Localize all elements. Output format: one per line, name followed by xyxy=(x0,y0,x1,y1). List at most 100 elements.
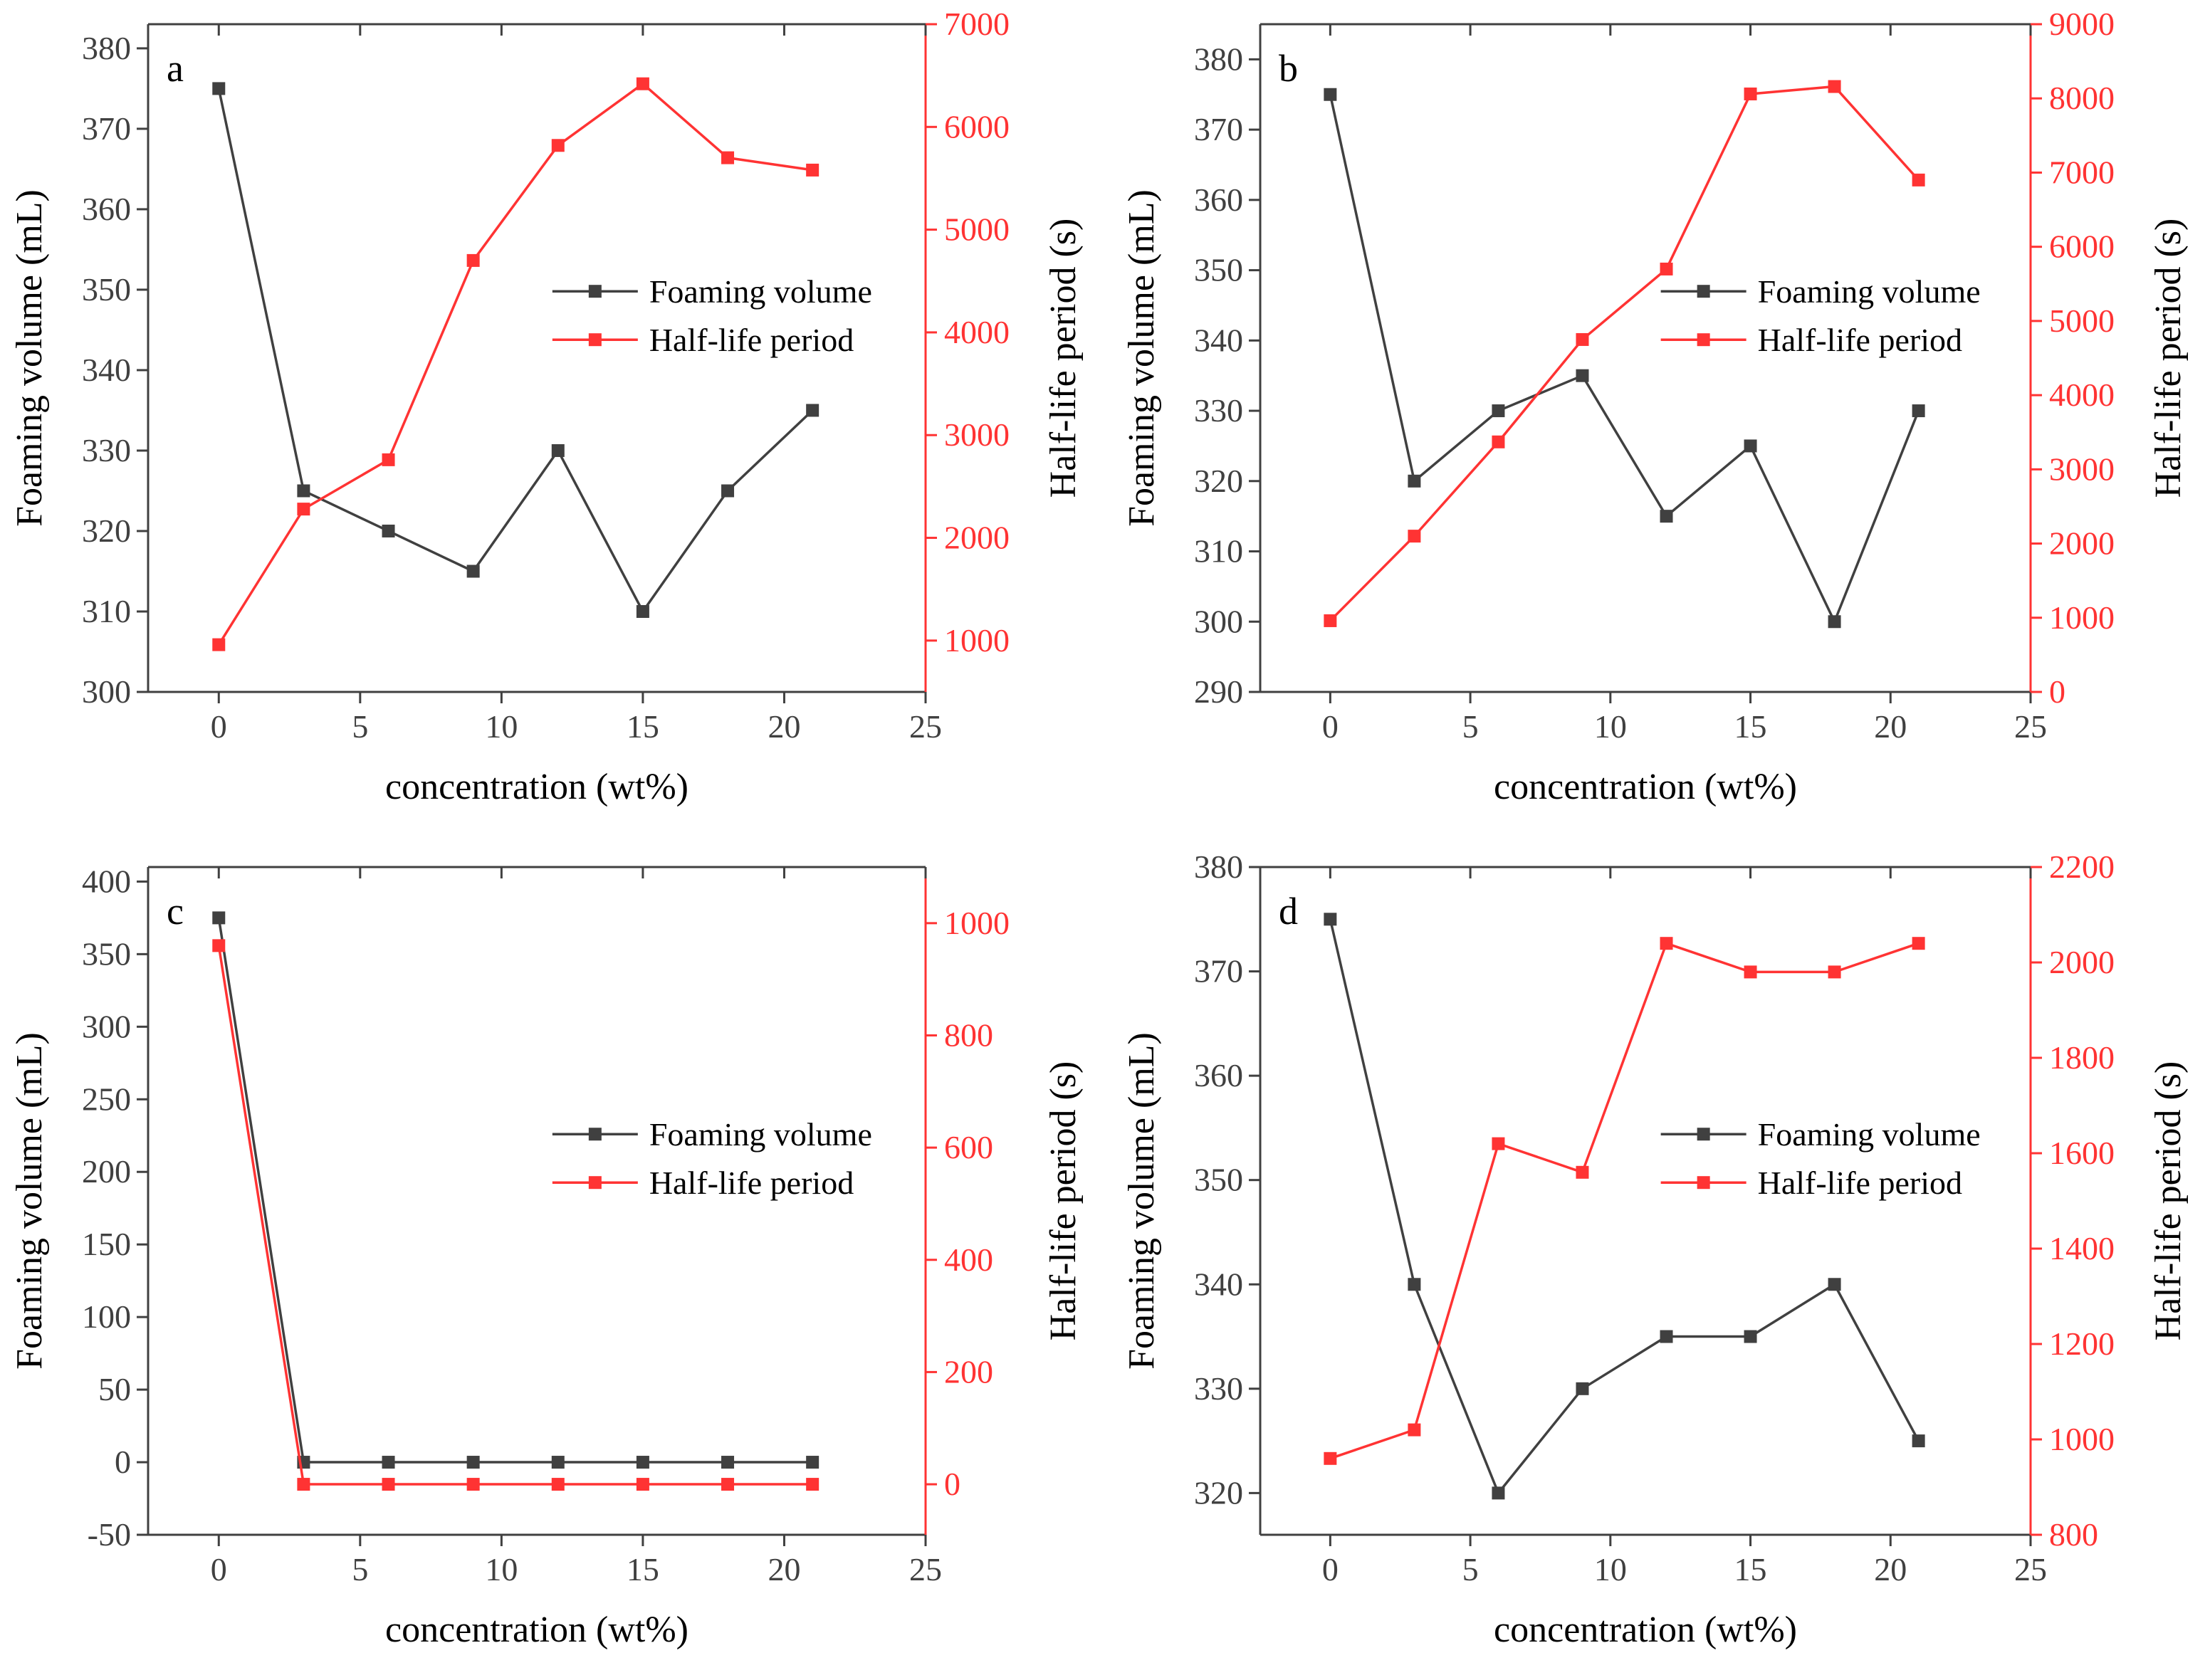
y2-tick-label: 7000 xyxy=(2049,154,2115,190)
panel-letter: b xyxy=(1279,47,1298,90)
data-point-half-life xyxy=(1576,1165,1589,1179)
legend-marker xyxy=(1697,1128,1710,1141)
y2-tick-label: 2000 xyxy=(2049,525,2115,562)
legend-marker xyxy=(588,1176,602,1190)
y2-tick-label: 6000 xyxy=(2049,229,2115,265)
y-tick-label: 380 xyxy=(1194,41,1243,77)
y-tick-label: 340 xyxy=(82,352,131,388)
data-point-half-life xyxy=(1744,87,1757,100)
series-line-foaming-volume xyxy=(1329,94,1920,624)
y2-tick-label: 600 xyxy=(944,1129,993,1165)
data-point-half-life xyxy=(1660,937,1673,950)
y-tick-label: 330 xyxy=(1194,1370,1243,1407)
data-point-foaming-volume xyxy=(806,1456,819,1469)
data-point-foaming-volume xyxy=(1660,1330,1673,1343)
data-point-half-life xyxy=(551,139,565,152)
legend-label: Half-life period xyxy=(1758,1165,1962,1201)
y2-tick-label: 9000 xyxy=(2049,6,2115,42)
x-axis-label: concentration (wt%) xyxy=(1494,767,1797,807)
series-line-half-life xyxy=(1329,85,1920,622)
y2-tick-label: 1400 xyxy=(2049,1230,2115,1266)
data-point-half-life xyxy=(1828,965,1841,979)
y-tick-label: 350 xyxy=(82,271,131,308)
data-point-foaming-volume xyxy=(1576,369,1589,382)
chart-panel-a: 0 5 10 15 20 25 300 310 320 330 340 350 360 370 380 100… xyxy=(9,6,1084,807)
x-axis-label: concentration (wt%) xyxy=(1494,1610,1797,1650)
y-tick-label: 300 xyxy=(82,673,131,710)
y-tick-label: 320 xyxy=(1194,1474,1243,1511)
y2-tick-label: 1600 xyxy=(2049,1135,2115,1171)
y-tick-label: 250 xyxy=(82,1081,131,1117)
data-point-foaming-volume xyxy=(382,1456,395,1469)
y2-tick-label: 1800 xyxy=(2049,1039,2115,1076)
y-tick-label: 360 xyxy=(1194,1057,1243,1093)
x-tick-label: 5 xyxy=(1462,1551,1479,1587)
y2-tick-label: 800 xyxy=(944,1017,993,1053)
data-point-half-life xyxy=(1828,80,1841,93)
legend-label: Foaming volume xyxy=(1758,273,1981,310)
legend-label: Foaming volume xyxy=(649,1116,872,1153)
y2-tick-label: 4000 xyxy=(944,314,1010,350)
y2-tick-label: 3000 xyxy=(2049,451,2115,487)
x-tick-label: 15 xyxy=(627,1551,659,1587)
y-tick-label: 320 xyxy=(82,513,131,549)
y-tick-label: 360 xyxy=(82,191,131,227)
y-tick-label: 400 xyxy=(82,863,131,899)
legend-marker xyxy=(588,333,602,347)
data-point-half-life xyxy=(1576,332,1589,346)
y2-tick-label: 1000 xyxy=(944,622,1010,658)
series-line-half-life xyxy=(217,82,813,646)
y2-tick-label: 5000 xyxy=(944,211,1010,248)
data-point-foaming-volume xyxy=(551,1456,565,1469)
legend-label: Foaming volume xyxy=(649,273,872,310)
y2-tick-label: 800 xyxy=(2049,1516,2098,1553)
y-tick-label: 340 xyxy=(1194,1266,1243,1302)
x-tick-label: 0 xyxy=(1322,708,1339,745)
x-tick-label: 15 xyxy=(627,708,659,745)
data-point-half-life xyxy=(806,163,819,177)
x-tick-label: 10 xyxy=(485,1551,518,1587)
legend-label: Half-life period xyxy=(649,1165,854,1201)
x-tick-label: 5 xyxy=(352,708,368,745)
y-axis-label: Foaming volume (mL) xyxy=(1121,189,1162,527)
y2-tick-label: 1200 xyxy=(2049,1325,2115,1362)
data-point-half-life xyxy=(1660,262,1673,275)
x-tick-label: 5 xyxy=(1462,708,1479,745)
y2-tick-label: 7000 xyxy=(944,6,1010,42)
x-tick-label: 25 xyxy=(909,1551,942,1587)
data-point-foaming-volume xyxy=(1576,1382,1589,1395)
data-point-half-life xyxy=(466,1478,480,1491)
data-point-half-life xyxy=(551,1478,565,1491)
y2-tick-label: 5000 xyxy=(2049,303,2115,339)
data-point-half-life xyxy=(1324,1451,1337,1465)
data-point-foaming-volume xyxy=(636,1456,649,1469)
panel-letter: d xyxy=(1279,890,1298,933)
y2-tick-label: 2200 xyxy=(2049,849,2115,885)
data-point-foaming-volume xyxy=(1828,615,1841,629)
y2-tick-label: 8000 xyxy=(2049,80,2115,116)
x-tick-label: 10 xyxy=(485,708,518,745)
y-tick-label: 330 xyxy=(82,432,131,468)
y2-axis-label: Half-life period (s) xyxy=(2148,219,2189,498)
x-tick-label: 15 xyxy=(1734,1551,1767,1587)
y-tick-label: 380 xyxy=(82,30,131,66)
x-tick-label: 15 xyxy=(1734,708,1767,745)
data-point-half-life xyxy=(382,453,395,466)
y-tick-label: 100 xyxy=(82,1298,131,1335)
legend-marker xyxy=(1697,333,1710,347)
y-tick-label: 350 xyxy=(82,935,131,972)
data-point-foaming-volume xyxy=(636,604,649,618)
data-point-foaming-volume xyxy=(466,565,480,578)
y2-tick-label: 400 xyxy=(944,1241,993,1278)
chart-panel-b: 0 5 10 15 20 25 290 300 310 320 330 340 350 360 370 380… xyxy=(1121,6,2189,807)
data-point-foaming-volume xyxy=(1408,1278,1421,1291)
data-point-half-life xyxy=(1324,614,1337,627)
x-tick-label: 25 xyxy=(2014,1551,2047,1587)
y2-tick-label: 2000 xyxy=(2049,944,2115,980)
data-point-foaming-volume xyxy=(1912,404,1925,418)
series-line-foaming-volume xyxy=(217,918,813,1464)
data-point-half-life xyxy=(1912,173,1925,187)
x-tick-label: 20 xyxy=(1874,1551,1907,1587)
y-tick-label: 370 xyxy=(82,110,131,147)
data-point-half-life xyxy=(1408,530,1421,543)
